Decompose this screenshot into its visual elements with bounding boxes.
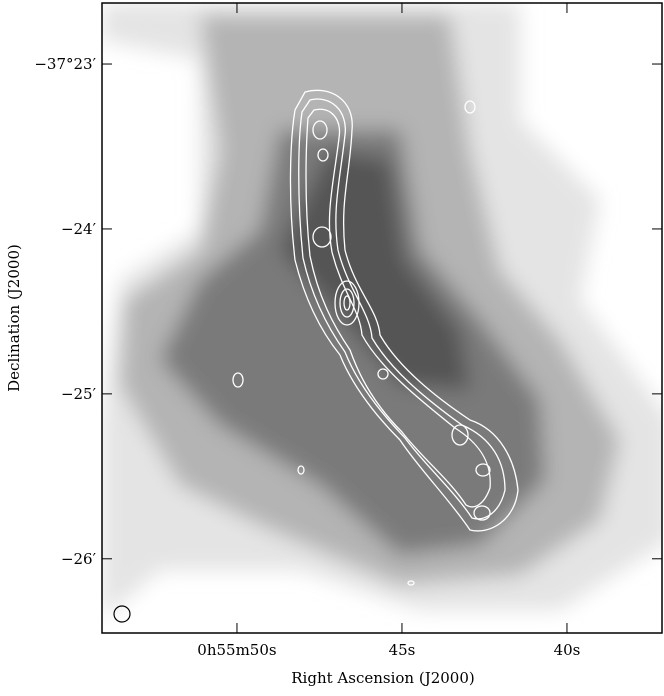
x-tick-label: 45s bbox=[389, 641, 416, 659]
y-axis-label: Declination (J2000) bbox=[5, 244, 23, 392]
x-tick-label: 40s bbox=[554, 641, 581, 659]
x-axis-label: Right Ascension (J2000) bbox=[291, 669, 474, 687]
y-tick-label: −25′ bbox=[61, 385, 97, 403]
frame bbox=[101, 2, 663, 634]
x-tick-label: 0h55m50s bbox=[197, 641, 276, 659]
image bbox=[102, 3, 662, 633]
beam bbox=[113, 605, 131, 623]
y-tick-label: −24′ bbox=[61, 220, 97, 238]
contours bbox=[232, 89, 519, 586]
y-tick-label: −37°23′ bbox=[34, 55, 96, 73]
y-tick-label: −26′ bbox=[61, 550, 97, 568]
